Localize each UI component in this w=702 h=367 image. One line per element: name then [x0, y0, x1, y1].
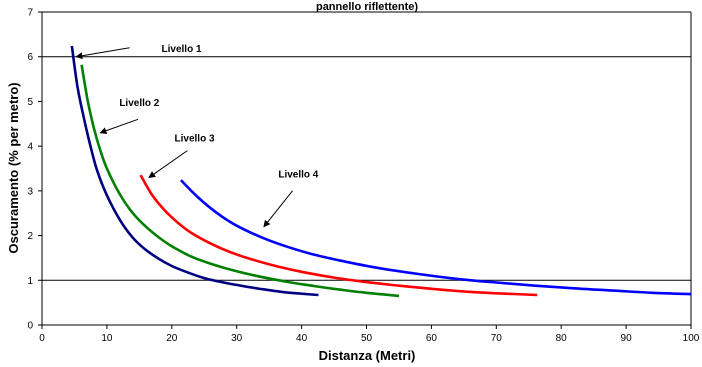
x-tick-label: 90 — [621, 333, 633, 344]
x-tick-label: 100 — [683, 333, 700, 344]
y-tick-label: 6 — [27, 52, 33, 63]
annotation-arrow-livello-2 — [99, 118, 139, 135]
series-line-livello-3 — [139, 174, 538, 297]
plot-area — [41, 12, 692, 326]
annotation-label-livello-1: Livello 1 — [162, 44, 202, 55]
annotation-arrow-livello-1 — [75, 47, 130, 60]
x-axis-label: Distanza (Metri) — [319, 348, 416, 363]
x-tick-label: 0 — [39, 333, 45, 344]
annotation-label-livello-3: Livello 3 — [175, 134, 215, 145]
y-tick-label: 7 — [27, 8, 33, 19]
x-tick-label: 10 — [101, 333, 113, 344]
x-tick-label: 60 — [426, 333, 438, 344]
gridlines — [42, 11, 691, 281]
series-line-livello-2 — [80, 64, 400, 298]
annotation-arrow-livello-4 — [263, 190, 293, 228]
series-line-livello-4 — [179, 179, 692, 296]
y-tick-label: 2 — [27, 231, 33, 242]
y-axis-label: Oscuramento (% per metro) — [6, 82, 21, 253]
annotation-label-livello-4: Livello 4 — [278, 169, 318, 180]
axis-ticks: 0 10 20 30 40 50 60 70 80 90 100 0 1 2 3 4 5 6 7 — [27, 8, 699, 345]
annotations: Livello 1 Livello 2 Livello 3 Livello 4 — [75, 44, 319, 228]
chart-title: pannello riflettente) — [316, 1, 418, 13]
x-tick-label: 70 — [491, 333, 503, 344]
y-tick-label: 5 — [27, 97, 33, 108]
y-tick-label: 3 — [27, 186, 33, 197]
x-tick-label: 50 — [361, 333, 373, 344]
y-tick-label: 0 — [27, 321, 33, 332]
series-line-livello-1 — [70, 45, 319, 297]
annotation-label-livello-2: Livello 2 — [119, 98, 159, 109]
x-tick-label: 20 — [166, 333, 178, 344]
y-tick-label: 4 — [27, 142, 33, 153]
annotation-arrow-livello-3 — [148, 150, 188, 179]
x-tick-label: 30 — [231, 333, 243, 344]
x-tick-label: 40 — [296, 333, 308, 344]
data-series — [70, 45, 692, 298]
y-tick-label: 1 — [27, 276, 33, 287]
x-tick-label: 80 — [556, 333, 568, 344]
